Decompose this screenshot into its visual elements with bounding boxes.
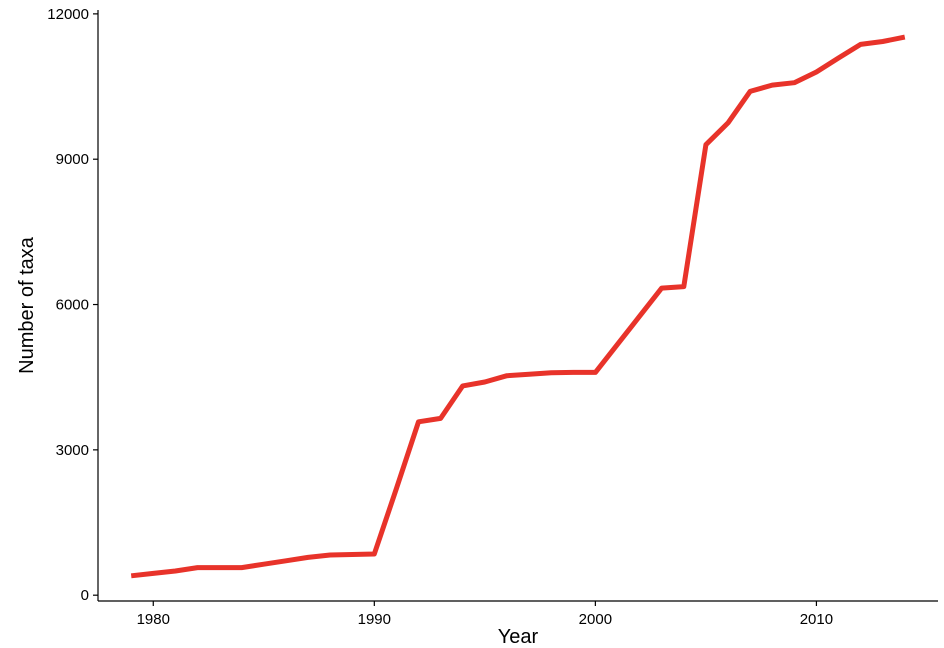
y-tick-label: 3000 bbox=[56, 442, 89, 459]
series-line bbox=[130, 34, 906, 579]
series-layer bbox=[130, 34, 906, 579]
y-axis: 0 3000 6000 9000 12000 bbox=[47, 6, 99, 604]
x-tick-label: 2000 bbox=[579, 611, 612, 628]
x-axis-title: Year bbox=[498, 626, 539, 648]
x-tick-label: 1990 bbox=[358, 611, 391, 628]
x-axis: 1980 1990 2000 2010 bbox=[98, 600, 938, 628]
y-tick-label: 9000 bbox=[56, 151, 89, 168]
y-tick-label: 0 bbox=[81, 587, 89, 604]
y-tick-label: 6000 bbox=[56, 297, 89, 314]
y-axis-title: Number of taxa bbox=[16, 236, 38, 374]
x-tick-label: 1980 bbox=[137, 611, 170, 628]
y-tick-label: 12000 bbox=[47, 6, 89, 23]
x-tick-label: 2010 bbox=[800, 611, 833, 628]
